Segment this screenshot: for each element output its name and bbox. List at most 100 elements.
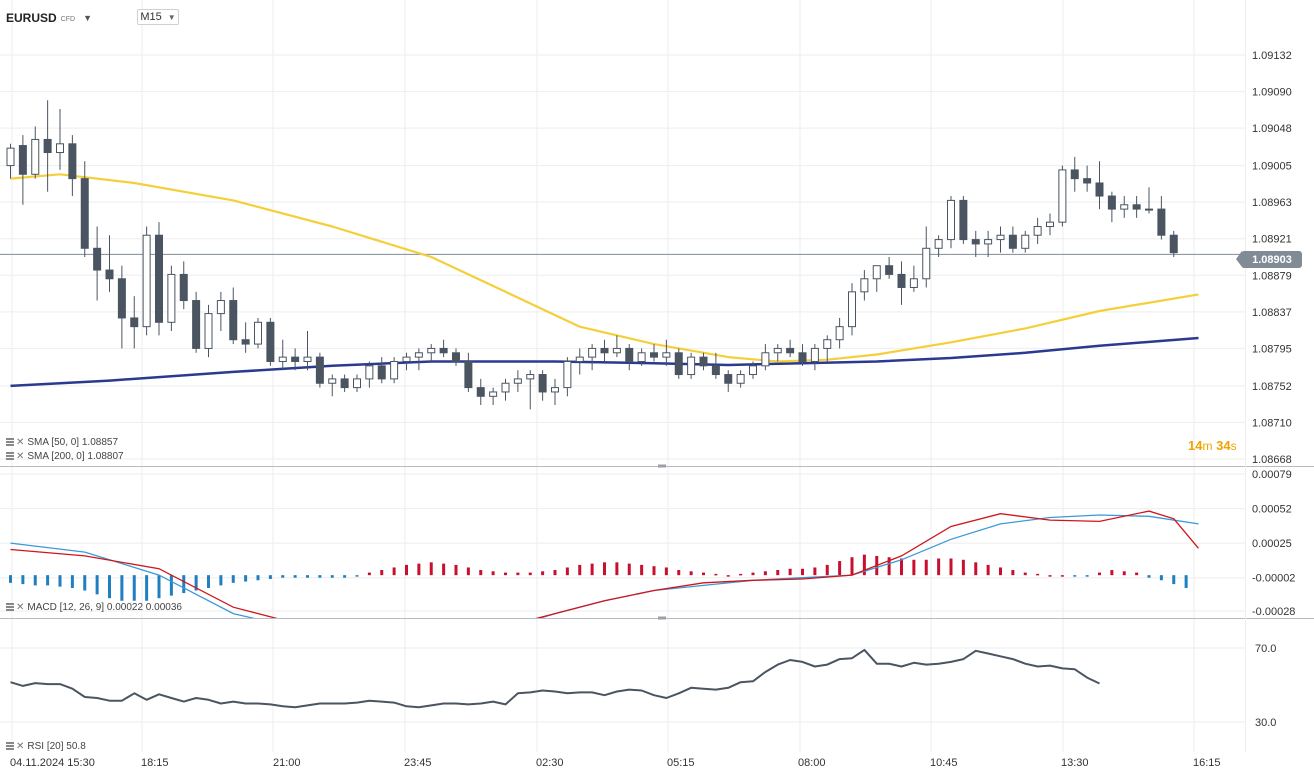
candle[interactable] (1107, 191, 1116, 223)
drag-handle-icon[interactable] (6, 438, 14, 446)
candle[interactable] (526, 370, 535, 410)
candle[interactable] (427, 344, 436, 362)
candle[interactable] (674, 348, 683, 379)
candle[interactable] (439, 339, 448, 358)
candle[interactable] (414, 348, 423, 371)
drag-handle-icon[interactable] (6, 452, 14, 460)
chevron-down-icon[interactable]: ▼ (83, 13, 92, 23)
candle[interactable] (402, 352, 411, 371)
candle[interactable] (724, 370, 733, 392)
candle[interactable] (31, 126, 40, 179)
candle[interactable] (600, 339, 609, 362)
candle[interactable] (872, 265, 881, 292)
candle[interactable] (1046, 213, 1054, 236)
candle[interactable] (835, 317, 844, 349)
candle[interactable] (1169, 230, 1178, 257)
candle[interactable] (1021, 230, 1030, 253)
candle[interactable] (266, 317, 275, 366)
candle[interactable] (909, 265, 918, 292)
candle[interactable] (353, 374, 361, 392)
candle[interactable] (179, 261, 188, 310)
candle[interactable] (848, 283, 856, 336)
candle[interactable] (1058, 165, 1067, 227)
candle[interactable] (56, 108, 64, 170)
candle[interactable] (365, 361, 374, 388)
close-icon[interactable]: ✕ (16, 450, 25, 462)
candle[interactable] (241, 322, 250, 353)
candle[interactable] (650, 344, 658, 362)
candle[interactable] (68, 135, 77, 197)
candle[interactable] (711, 352, 720, 379)
candle[interactable] (897, 261, 906, 305)
indicator-macd-legend[interactable]: ✕ MACD [12, 26, 9] 0.00022 0.00036 (6, 601, 182, 613)
indicator-rsi-legend[interactable]: ✕ RSI [20] 50.8 (6, 740, 86, 752)
candle[interactable] (489, 387, 498, 406)
candle[interactable] (1120, 196, 1129, 218)
candle[interactable] (452, 348, 460, 366)
candle[interactable] (823, 335, 832, 362)
candle[interactable] (155, 222, 163, 336)
candle[interactable] (810, 344, 819, 371)
candle[interactable] (736, 370, 745, 388)
candle[interactable] (390, 357, 399, 384)
candle[interactable] (749, 361, 757, 379)
candle[interactable] (130, 296, 139, 349)
candle[interactable] (117, 265, 126, 349)
candle[interactable] (1083, 165, 1092, 192)
macd-pane[interactable] (9, 510, 1199, 639)
candle[interactable] (167, 265, 176, 332)
candle[interactable] (501, 378, 510, 401)
close-icon[interactable]: ✕ (16, 740, 25, 752)
candle[interactable] (773, 344, 782, 362)
candle[interactable] (959, 196, 968, 244)
candle[interactable] (612, 335, 621, 358)
pane-resize-handle[interactable] (658, 616, 666, 620)
candle[interactable] (996, 226, 1005, 253)
candle[interactable] (513, 370, 522, 392)
candle[interactable] (464, 352, 473, 392)
candle[interactable] (860, 270, 869, 301)
candle[interactable] (1070, 156, 1079, 192)
drag-handle-icon[interactable] (6, 603, 14, 611)
candle[interactable] (328, 374, 337, 397)
candle[interactable] (105, 235, 114, 292)
candle[interactable] (43, 100, 52, 192)
candle[interactable] (229, 287, 238, 345)
candle[interactable] (80, 161, 89, 257)
candle[interactable] (377, 357, 386, 384)
candle[interactable] (315, 352, 324, 388)
candle[interactable] (254, 317, 262, 349)
close-icon[interactable]: ✕ (16, 436, 25, 448)
close-icon[interactable]: ✕ (16, 601, 25, 613)
candle[interactable] (192, 291, 201, 353)
candle[interactable] (687, 352, 696, 379)
candle[interactable] (786, 339, 795, 358)
candle[interactable] (303, 331, 312, 371)
candle[interactable] (538, 370, 547, 401)
candle[interactable] (551, 378, 559, 406)
candle[interactable] (761, 344, 770, 371)
candle[interactable] (637, 348, 646, 366)
candle[interactable] (1095, 161, 1104, 210)
candle[interactable] (798, 344, 807, 366)
candle[interactable] (340, 374, 349, 392)
timeframe-selector[interactable]: M15 ▼ (137, 9, 179, 25)
candle[interactable] (588, 344, 597, 371)
candle[interactable] (575, 348, 584, 375)
candle[interactable] (563, 357, 572, 397)
candle[interactable] (947, 196, 955, 249)
candle[interactable] (885, 257, 894, 279)
candle[interactable] (1033, 217, 1042, 244)
indicator-sma200-legend[interactable]: ✕ SMA [200, 0] 1.08807 (6, 450, 124, 462)
candle[interactable] (278, 339, 287, 371)
candle[interactable] (216, 291, 225, 332)
candle[interactable] (204, 304, 213, 358)
candle[interactable] (6, 143, 15, 179)
candle[interactable] (934, 235, 943, 257)
candle[interactable] (1145, 187, 1153, 214)
price-pane[interactable] (0, 100, 1245, 410)
rsi-pane[interactable] (10, 648, 1100, 709)
candle[interactable] (984, 230, 993, 257)
candle[interactable] (1132, 196, 1141, 218)
